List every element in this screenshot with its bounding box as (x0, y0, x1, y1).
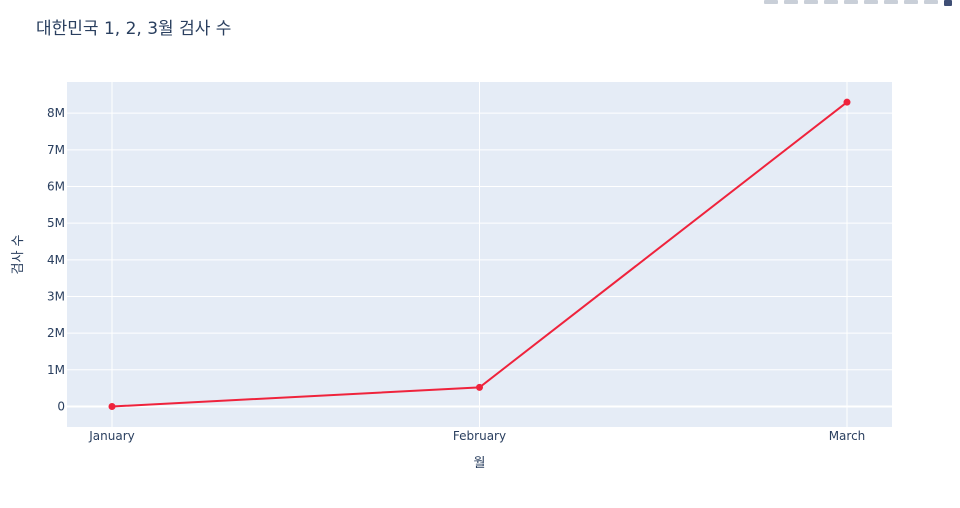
camera-icon[interactable] (764, 0, 778, 4)
x-tick-label: January (88, 429, 135, 443)
zoom-icon[interactable] (784, 0, 798, 4)
plotly-logo-icon[interactable] (944, 0, 952, 6)
lasso-icon[interactable] (844, 0, 858, 4)
y-tick-label: 7M (47, 143, 65, 157)
y-tick-label: 5M (47, 216, 65, 230)
y-tick-label: 6M (47, 179, 65, 193)
y-tick-label: 2M (47, 326, 65, 340)
x-tick-label: February (453, 429, 506, 443)
x-tick-label: March (829, 429, 866, 443)
y-axis-title: 검사 수 (11, 234, 26, 274)
y-tick-label: 1M (47, 363, 65, 377)
autoscale-icon[interactable] (904, 0, 918, 4)
x-axis-title: 월 (474, 456, 486, 471)
chart-title: 대한민국 1, 2, 3월 검사 수 (36, 19, 232, 39)
data-point (108, 402, 116, 410)
reset-axes-icon[interactable] (924, 0, 938, 4)
x-gridlines (111, 82, 848, 427)
data-point (843, 98, 851, 106)
y-tick-label: 4M (47, 253, 65, 267)
data-point (476, 383, 483, 391)
box-select-icon[interactable] (824, 0, 838, 4)
zoom-out-icon[interactable] (884, 0, 898, 4)
modebar[interactable] (764, 0, 952, 6)
y-tick-label: 8M (47, 106, 65, 120)
x-axis: January February March (88, 429, 865, 443)
pan-icon[interactable] (804, 0, 818, 4)
zoom-in-icon[interactable] (864, 0, 878, 4)
series-group (108, 98, 851, 410)
y-tick-label: 3M (47, 289, 65, 303)
y-tick-label: 0 (57, 399, 65, 413)
y-axis: 0 1M 2M 3M 4M 5M 6M 7M 8M (47, 106, 65, 413)
